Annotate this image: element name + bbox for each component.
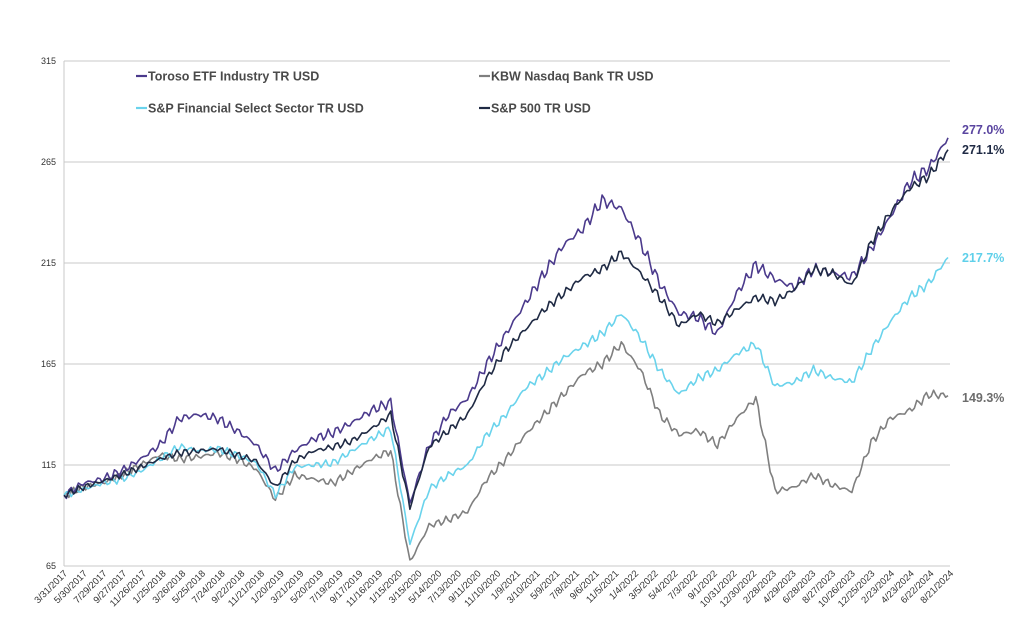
x-axis: 3/31/20175/30/20177/29/20179/27/201711/2… — [32, 568, 956, 609]
grid-lines — [63, 60, 950, 567]
legend-entry: Toroso ETF Industry TR USD — [148, 70, 319, 84]
series-line — [63, 256, 949, 546]
series-line — [63, 340, 949, 561]
legend-entry: KBW Nasdaq Bank TR USD — [491, 70, 654, 84]
legend-entry: S&P 500 TR USD — [491, 102, 591, 116]
end-value-label: 217.7% — [962, 251, 1004, 265]
end-value-label: 271.1% — [962, 143, 1004, 157]
y-tick-label: 215 — [41, 258, 56, 268]
y-tick-label: 165 — [41, 359, 56, 369]
end-labels: 277.0% 271.1% 217.7% 149.3% — [962, 123, 1004, 405]
legend: Toroso ETF Industry TR USD KBW Nasdaq Ban… — [136, 70, 654, 116]
y-tick-label: 315 — [41, 56, 56, 66]
series-line — [63, 149, 949, 511]
y-tick-label: 65 — [46, 561, 56, 571]
series-lines — [63, 137, 949, 561]
y-tick-label: 265 — [41, 157, 56, 167]
y-tick-label: 115 — [42, 460, 56, 470]
series-line — [63, 137, 949, 504]
y-axis: 65 115 165 215 265 315 — [41, 56, 56, 571]
end-value-label: 149.3% — [962, 391, 1004, 405]
legend-entry: S&P Financial Select Sector TR USD — [148, 102, 364, 116]
end-value-label: 277.0% — [962, 123, 1004, 137]
